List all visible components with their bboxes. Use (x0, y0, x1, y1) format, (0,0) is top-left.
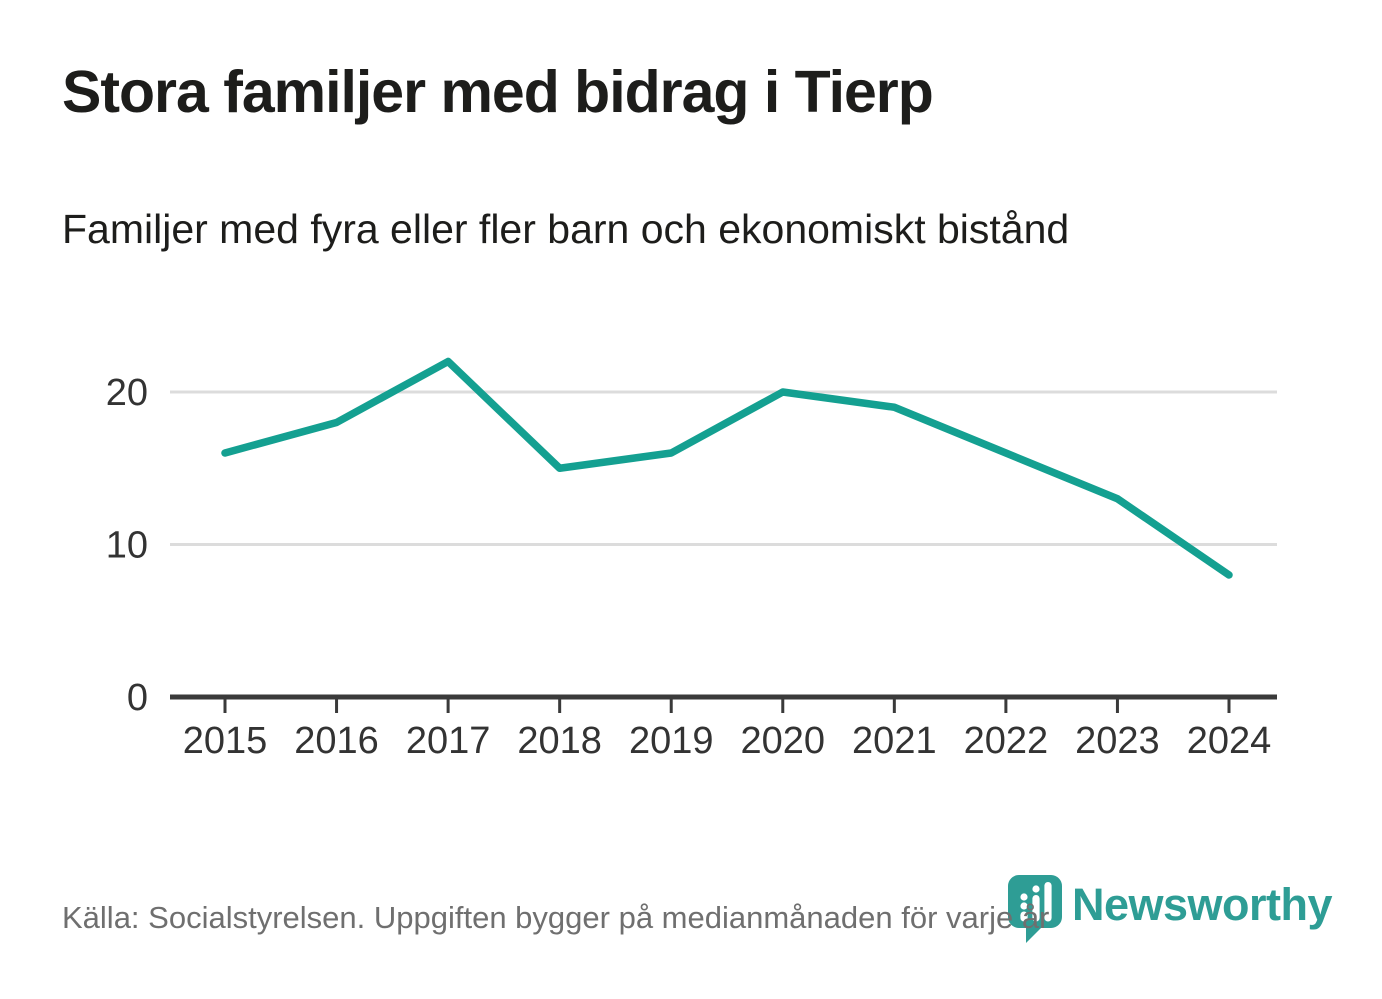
x-tick-label: 2022 (964, 720, 1049, 762)
x-tick-label: 2016 (294, 720, 379, 762)
x-tick-label: 2017 (406, 720, 491, 762)
x-tick-label: 2021 (852, 720, 937, 762)
x-tick-label: 2015 (183, 720, 268, 762)
newsworthy-wordmark: Newsworthy (1072, 879, 1333, 930)
y-tick-label: 0 (127, 677, 148, 719)
x-tick-label: 2018 (517, 720, 602, 762)
x-tick-label: 2019 (629, 720, 714, 762)
x-tick-label: 2024 (1187, 720, 1272, 762)
data-line (221, 357, 1233, 579)
newsworthy-logo: Newsworthy (1007, 874, 1333, 944)
y-tick-label: 10 (106, 525, 148, 567)
newsworthy-pin-icon (1008, 875, 1062, 943)
page-title: Stora familjer med bidrag i Tierp (62, 59, 934, 125)
y-tick-label: 20 (106, 372, 148, 414)
bar-chart-glyph (1020, 882, 1052, 922)
source-text: Källa: Socialstyrelsen. Uppgiften bygger… (62, 900, 1050, 935)
x-tick-label: 2020 (741, 720, 826, 762)
chart-subtitle: Familjer med fyra eller fler barn och ek… (62, 206, 1070, 252)
x-tick-label: 2023 (1075, 720, 1160, 762)
